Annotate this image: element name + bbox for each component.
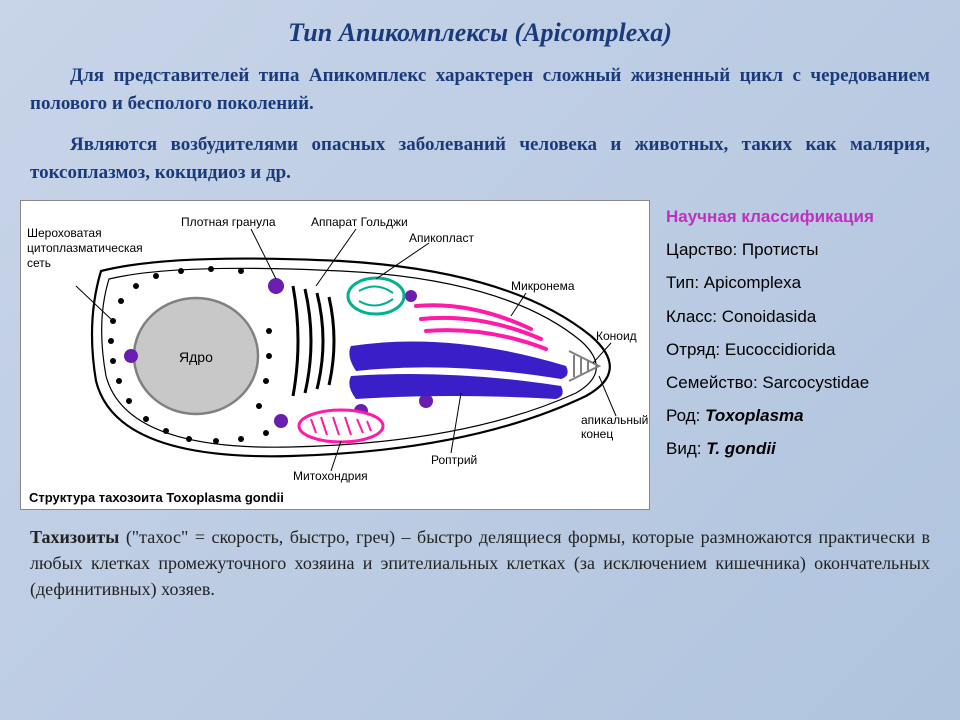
page-title: Тип Апикомплексы (Apicomplexa): [0, 0, 960, 62]
class-genus: Род: Toxoplasma: [666, 399, 940, 432]
label-nucleus: Ядро: [179, 349, 213, 365]
class-order: Отряд: Eucoccidiorida: [666, 333, 940, 366]
label-apical2: конец: [581, 427, 613, 441]
class-family: Семейство: Sarcocystidae: [666, 366, 940, 399]
label-dense-granule: Плотная гранула: [181, 215, 276, 229]
diagram-caption: Структура тахозоита Toxoplasma gondii: [29, 490, 284, 505]
label-conoid: Коноид: [596, 329, 637, 343]
class-kingdom: Царство: Протисты: [666, 233, 940, 266]
label-mitochondria: Митохондрия: [293, 469, 368, 483]
intro-p1: Для представителей типа Апикомплекс хара…: [30, 62, 930, 117]
label-rer1: Шероховатая: [27, 226, 102, 240]
intro-block: Для представителей типа Апикомплекс хара…: [0, 62, 960, 186]
label-apical1: апикальный: [581, 413, 648, 427]
class-phylum: Тип: Apicomplexa: [666, 266, 940, 299]
label-rer2: цитоплазматическая: [27, 241, 143, 255]
class-header: Научная классификация: [666, 200, 940, 233]
footer-block: Тахизоиты ("тахос" = скорость, быстро, г…: [0, 510, 960, 602]
label-apicoplast: Апикопласт: [409, 231, 474, 245]
intro-p2: Являются возбудителями опасных заболеван…: [30, 131, 930, 186]
footer-term: Тахизоиты: [30, 527, 119, 547]
classification-block: Научная классификация Царство: Протисты …: [660, 200, 940, 510]
label-rer3: сеть: [27, 256, 51, 270]
footer-rest: ("тахос" = скорость, быстро, греч) – быс…: [30, 527, 930, 599]
diagram-panel: Шероховатая цитоплазматическая сеть Плот…: [20, 200, 650, 510]
label-microneme: Микронема: [511, 279, 575, 293]
content-area: Шероховатая цитоплазматическая сеть Плот…: [0, 200, 960, 510]
label-rhoptry: Роптрий: [431, 453, 477, 467]
label-golgi: Аппарат Гольджи: [311, 215, 408, 229]
class-class: Класс: Conoidasida: [666, 300, 940, 333]
class-species: Вид: T. gondii: [666, 432, 940, 465]
